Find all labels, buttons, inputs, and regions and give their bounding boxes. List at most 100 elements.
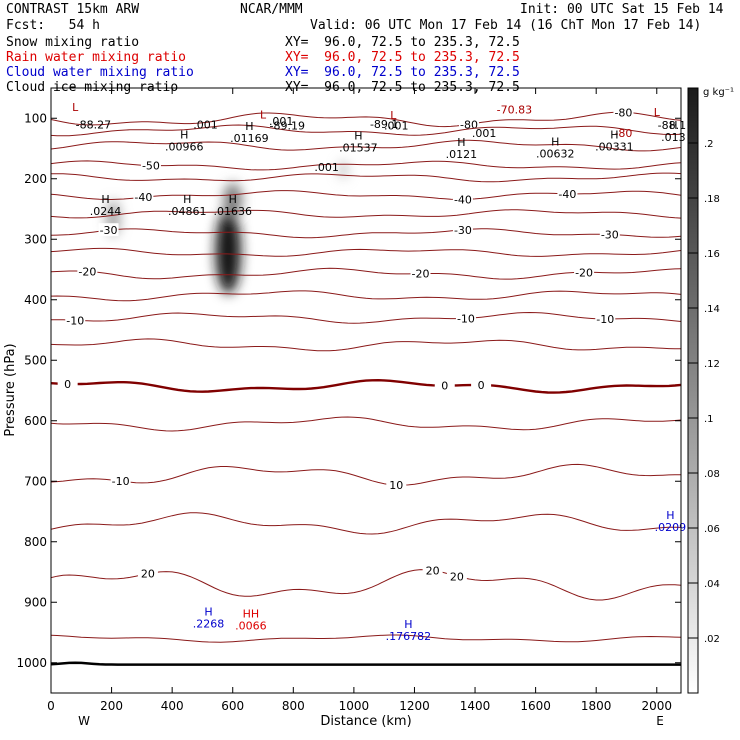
contour--30 — [51, 228, 681, 239]
maximum-marker: H — [204, 606, 212, 619]
colorbar-tick-label: .16 — [704, 249, 720, 260]
surface-line — [51, 661, 681, 666]
maximum-value: .00331 — [595, 140, 634, 153]
contour-label: -10 — [457, 312, 475, 325]
maximum-marker: HH — [243, 607, 260, 620]
contour-label: -20 — [78, 265, 96, 278]
colorbar-tick-label: .04 — [704, 579, 720, 590]
x-tick-label: 200 — [100, 699, 123, 713]
x-tick-label: 600 — [221, 699, 244, 713]
contour--70 — [51, 124, 681, 137]
special-label: L — [260, 108, 267, 121]
contour--25 — [51, 247, 681, 257]
contour-label: -40 — [454, 193, 472, 206]
colorbar-unit: g kg⁻¹ — [703, 87, 734, 98]
contour--5 — [51, 338, 681, 352]
maximum-value: .0244 — [90, 205, 122, 218]
contour--45 — [51, 172, 681, 183]
y-tick-label: 1000 — [16, 656, 47, 670]
contour--35 — [51, 209, 681, 219]
y-tick-label: 100 — [24, 111, 47, 125]
snow-shading-0 — [215, 209, 241, 294]
special-label: -70.83 — [497, 103, 532, 116]
maximum-value: .0209 — [655, 521, 687, 534]
special-label: L — [390, 109, 397, 122]
y-tick-label: 800 — [24, 535, 47, 549]
contour-25 — [51, 634, 681, 643]
maximum-value: .176782 — [386, 630, 432, 643]
maximum-marker: H — [183, 193, 191, 206]
maximum-marker: H — [229, 193, 237, 206]
y-axis-label: Pressure (hPa) — [3, 343, 18, 436]
maximum-value: .00966 — [165, 140, 204, 153]
x-tick-label: 1800 — [581, 699, 612, 713]
x-tick-label: 2000 — [641, 699, 672, 713]
y-tick-label: 500 — [24, 353, 47, 367]
maximum-value: .0121 — [446, 148, 478, 161]
contour-label: -30 — [454, 224, 472, 237]
maximum-marker: H — [180, 128, 188, 141]
x-tick-label: 800 — [282, 699, 305, 713]
contour-label: 10 — [389, 479, 403, 492]
y-tick-label: 300 — [24, 232, 47, 246]
field-label-cloud-water: Cloud water mixing ratio — [6, 65, 194, 80]
contour-label: 20 — [141, 568, 155, 581]
y-tick-label: 600 — [24, 414, 47, 428]
y-tick-label: 200 — [24, 172, 47, 186]
maximum-value: .04861 — [168, 205, 207, 218]
y-tick-label: 400 — [24, 293, 47, 307]
special-label: -89.1 — [370, 118, 398, 131]
special-label: L — [654, 106, 661, 119]
field-xy-snow: XY= 96.0, 72.5 to 235.3, 72.5 — [285, 35, 520, 50]
contour-label: -20 — [575, 266, 593, 279]
colorbar-tick-label: .02 — [704, 634, 720, 645]
colorbar-tick-label: .18 — [704, 194, 720, 205]
colorbar-tick-label: .06 — [704, 524, 720, 535]
x-tick-label: 400 — [161, 699, 184, 713]
contour-label: 0 — [441, 380, 448, 393]
maximum-marker: H — [610, 128, 618, 141]
contour--15 — [51, 290, 681, 302]
contour-15 — [51, 512, 681, 535]
forecast-hour: Fcst: 54 h — [6, 18, 100, 33]
maximum-value: .013 — [661, 131, 686, 144]
contour-label: -20 — [412, 268, 430, 281]
center-label: NCAR/MMM — [240, 2, 303, 17]
contour-label: 20 — [426, 564, 440, 577]
contour-label: -10 — [112, 475, 130, 488]
maximum-value: .0066 — [235, 619, 267, 632]
contour-label: -80 — [614, 106, 632, 119]
x-tick-label: 0 — [47, 699, 55, 713]
contour--10 — [51, 311, 681, 324]
field-xy-rain: XY= 96.0, 72.5 to 235.3, 72.5 — [285, 50, 520, 65]
special-label: -80 — [614, 127, 632, 140]
contour-label: 0 — [64, 378, 71, 391]
west-label: W — [78, 714, 90, 728]
maximum-marker: H — [354, 130, 362, 143]
maximum-value: .01169 — [230, 132, 269, 145]
maximum-marker: H — [245, 120, 253, 133]
contour-label: -40 — [134, 191, 152, 204]
special-label: .001 — [269, 115, 294, 128]
contour-label: 0 — [478, 379, 485, 392]
special-label: -88.1 — [658, 119, 686, 132]
model-title: CONTRAST 15km ARW — [6, 2, 140, 17]
special-label: L — [72, 101, 79, 114]
contour-label: -30 — [100, 224, 118, 237]
contour--80 — [51, 111, 681, 128]
contour-10 — [51, 463, 681, 486]
maximum-marker: H — [457, 136, 465, 149]
x-tick-label: 1400 — [460, 699, 491, 713]
snow-shading-3 — [339, 161, 348, 179]
contour-5 — [51, 416, 681, 432]
maximum-value: .2268 — [193, 618, 225, 631]
valid-time: Valid: 06 UTC Mon 17 Feb 14 (16 ChT Mon … — [310, 18, 702, 33]
special-label: .001 — [193, 119, 218, 132]
maximum-marker: H — [551, 136, 559, 149]
maximum-value: .01537 — [339, 142, 378, 155]
colorbar-tick-label: .2 — [704, 139, 714, 150]
contour-0 — [51, 378, 681, 394]
y-tick-label: 900 — [24, 595, 47, 609]
contour-label: -10 — [66, 314, 84, 327]
